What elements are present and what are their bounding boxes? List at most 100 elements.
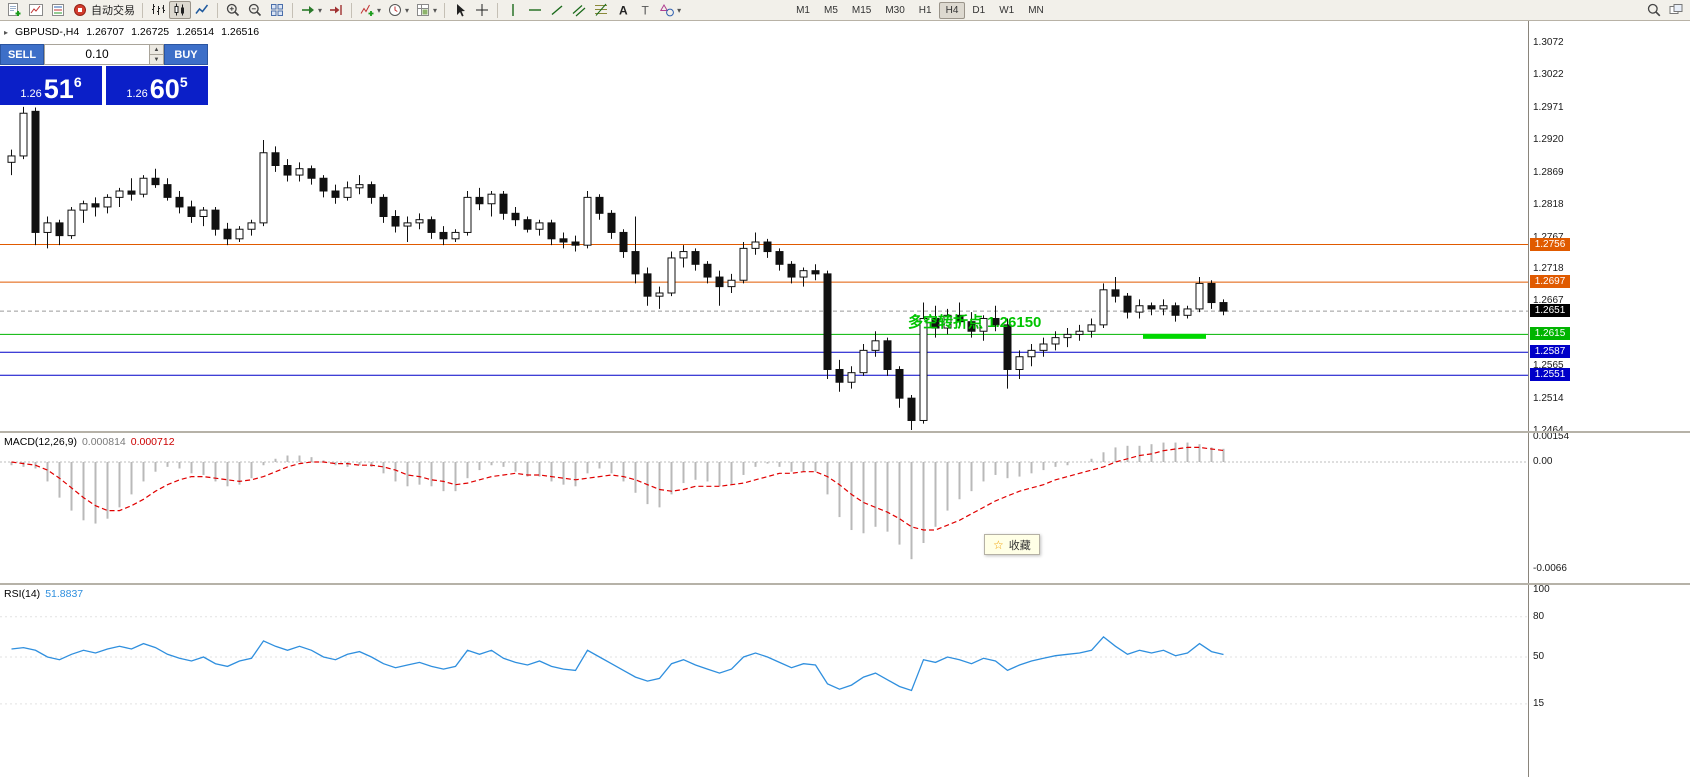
candle-body	[19, 112, 28, 157]
bar-high: 1.26725	[131, 26, 170, 38]
price-badge: 1.2756	[1530, 237, 1570, 251]
axis-label: 1.2920	[1533, 134, 1564, 145]
timeframe-w1-button[interactable]: W1	[999, 4, 1015, 16]
candle-body	[607, 212, 616, 233]
line-chart-button[interactable]	[191, 1, 213, 19]
indicators-icon	[359, 2, 375, 18]
macd-pane[interactable]	[0, 433, 1528, 583]
candle-body	[727, 279, 736, 288]
vertical-line-icon	[505, 2, 521, 18]
volume-input[interactable]: 0.10	[85, 47, 109, 61]
candlestick-chart-icon	[172, 2, 188, 18]
text-button[interactable]: A	[612, 1, 634, 19]
auto-scroll-button[interactable]: ▾	[297, 1, 325, 19]
window-list-button[interactable]	[1665, 1, 1687, 19]
market-watch-icon	[50, 2, 66, 18]
zoom-in-button[interactable]	[222, 1, 244, 19]
horizontal-line-button[interactable]	[524, 1, 546, 19]
toolbar-separator	[142, 2, 143, 18]
crosshair-icon	[474, 2, 490, 18]
new-order-button[interactable]	[3, 1, 25, 19]
new-order-icon	[6, 2, 22, 18]
bar-chart-button[interactable]	[147, 1, 169, 19]
candle-body	[1087, 324, 1096, 332]
chevron-down-icon: ▾	[318, 5, 323, 15]
candle-body	[823, 273, 832, 370]
rsi-indicator-label: RSI(14) 51.8837	[4, 588, 83, 600]
macd-indicator-label: MACD(12,26,9) 0.000814 0.000712	[4, 436, 175, 448]
axis-label: 1.2971	[1533, 101, 1564, 113]
volume-up-button[interactable]: ▲	[150, 45, 163, 55]
candle-body	[403, 222, 412, 227]
bar-low: 1.26514	[176, 26, 215, 38]
timeframe-m5-button[interactable]: M5	[823, 4, 838, 16]
candle-body	[127, 190, 136, 195]
candle-body	[7, 155, 16, 163]
axis-label: 1.2869	[1533, 166, 1564, 178]
candle-body	[463, 196, 472, 233]
volume-down-button[interactable]: ▼	[150, 55, 163, 64]
candle-body	[559, 238, 568, 243]
candle-body	[811, 270, 820, 275]
cursor-button[interactable]	[449, 1, 471, 19]
sell-price-display[interactable]: 1.26 51 6	[0, 66, 102, 105]
candle-body	[535, 222, 544, 230]
axis-label: 1.2767	[1533, 232, 1564, 244]
timeframe-d1-button[interactable]: D1	[972, 4, 986, 16]
equidistant-channel-button[interactable]	[568, 1, 590, 19]
candle-body	[1147, 305, 1156, 310]
candle-body	[55, 222, 64, 237]
candle-body	[1099, 289, 1108, 326]
candle-body	[571, 241, 580, 246]
one-click-toggle-icon[interactable]: ▸	[4, 27, 9, 37]
candle-body	[139, 177, 148, 195]
candle-body	[859, 349, 868, 374]
candle-body	[175, 196, 184, 208]
zoom-out-button[interactable]	[244, 1, 266, 19]
candle-body	[763, 241, 772, 253]
candle-body	[367, 184, 376, 198]
new-chart-button[interactable]	[25, 1, 47, 19]
favorite-button[interactable]: ☆ 收藏	[984, 534, 1040, 555]
search-button[interactable]	[1643, 1, 1665, 19]
candlestick-chart-button[interactable]	[169, 1, 191, 19]
timeframe-m30-button[interactable]: M30	[885, 4, 905, 16]
candle-body	[187, 206, 196, 218]
timeframe-m15-button[interactable]: M15	[851, 4, 872, 16]
timeframe-m1-button[interactable]: M1	[796, 4, 810, 16]
trendline-button[interactable]	[546, 1, 568, 19]
crosshair-button[interactable]	[471, 1, 493, 19]
vertical-line-button[interactable]	[502, 1, 524, 19]
templates-button[interactable]: ▾	[412, 1, 440, 19]
main-chart-pane[interactable]	[0, 21, 1528, 431]
timeframe-h1-button[interactable]: H1	[918, 4, 932, 16]
pane-separator[interactable]	[0, 431, 1690, 433]
sell-button[interactable]: SELL	[0, 44, 44, 65]
tile-windows-button[interactable]	[266, 1, 288, 19]
svg-text:A: A	[619, 4, 628, 18]
timeframe-mn-button[interactable]: MN	[1028, 4, 1044, 16]
candle-body	[475, 196, 484, 205]
text-label-button[interactable]: T	[634, 1, 656, 19]
auto-trading-button[interactable]: 自动交易	[69, 1, 138, 19]
periods-button[interactable]: ▾	[384, 1, 412, 19]
candle-body	[703, 263, 712, 278]
indicators-button[interactable]: ▾	[356, 1, 384, 19]
pane-separator[interactable]	[0, 583, 1690, 585]
sell-price-base: 1.26	[20, 88, 42, 100]
buy-button[interactable]: BUY	[164, 44, 208, 65]
timeframe-h4-button[interactable]: H4	[938, 1, 966, 19]
fibonacci-button[interactable]	[590, 1, 612, 19]
chevron-down-icon: ▾	[405, 5, 410, 15]
arrows-button[interactable]: ▾	[656, 1, 684, 19]
market-watch-button[interactable]	[47, 1, 69, 19]
candle-body	[619, 231, 628, 253]
templates-icon	[415, 2, 431, 18]
one-click-trading-panel: SELL 0.10 ▲ ▼ BUY 1.26 51 6 1.26 60 5	[0, 44, 208, 105]
toolbar-separator	[217, 2, 218, 18]
axis-label: 1.2667	[1533, 295, 1564, 307]
chart-shift-button[interactable]	[325, 1, 347, 19]
buy-price-display[interactable]: 1.26 60 5	[106, 66, 208, 105]
candle-body	[511, 212, 520, 221]
rsi-pane[interactable]	[0, 585, 1528, 777]
